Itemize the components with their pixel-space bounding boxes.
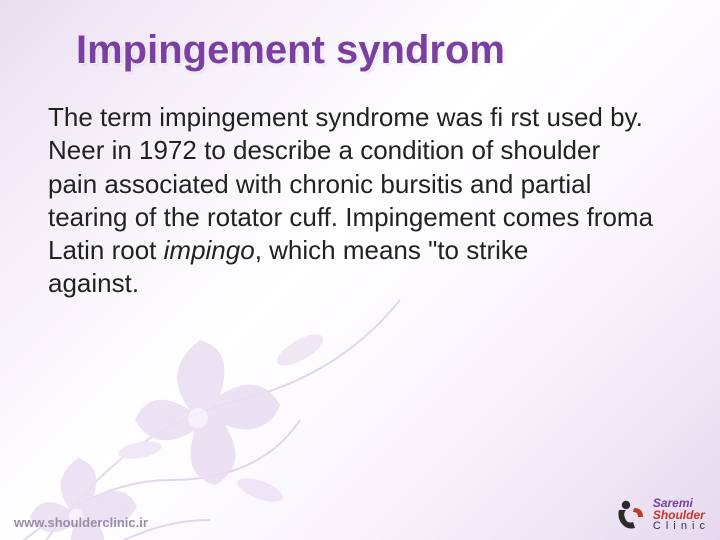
slide-container: Impingement syndrom The term impingement… <box>0 0 720 540</box>
footer-url: www.shoulderclinic.ir <box>14 515 148 530</box>
slide-body: The term impingement syndrome was fi rst… <box>48 101 672 301</box>
logo-text: Saremi Shoulder C l i n i c <box>653 497 706 532</box>
logo-mark-icon <box>613 498 647 532</box>
slide-title: Impingement syndrom <box>76 28 672 73</box>
clinic-logo: Saremi Shoulder C l i n i c <box>613 497 706 532</box>
logo-line-3: C l i n i c <box>653 521 706 532</box>
